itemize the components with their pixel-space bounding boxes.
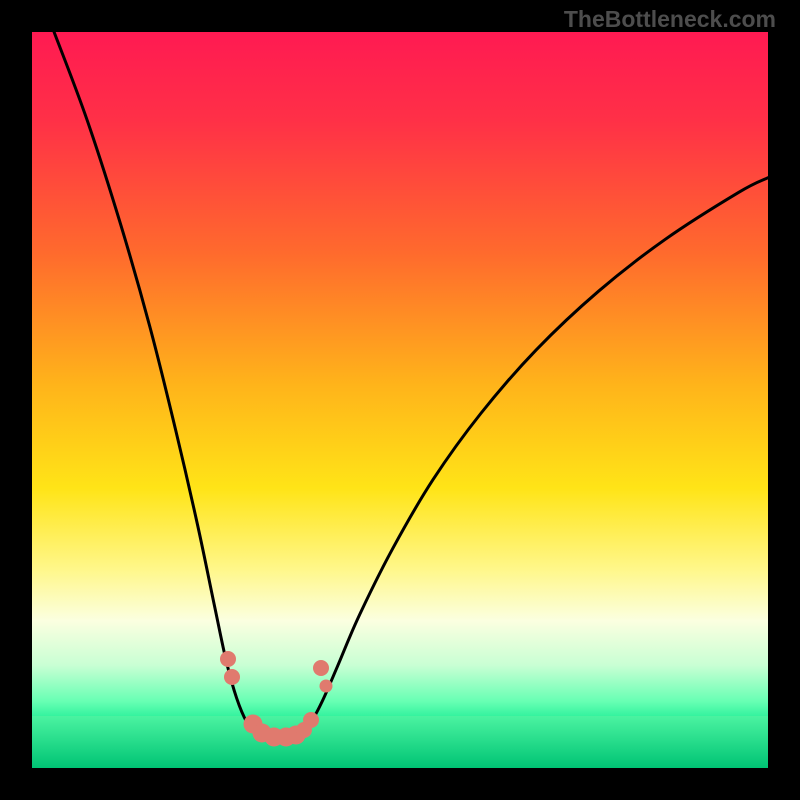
data-marker xyxy=(313,660,329,676)
data-marker xyxy=(320,680,333,693)
data-marker xyxy=(220,651,236,667)
data-marker xyxy=(224,669,240,685)
chart-stage: TheBottleneck.com xyxy=(0,0,800,800)
marker-layer xyxy=(32,32,768,768)
watermark-text: TheBottleneck.com xyxy=(564,6,776,33)
data-marker xyxy=(303,712,319,728)
plot-area xyxy=(32,32,768,768)
